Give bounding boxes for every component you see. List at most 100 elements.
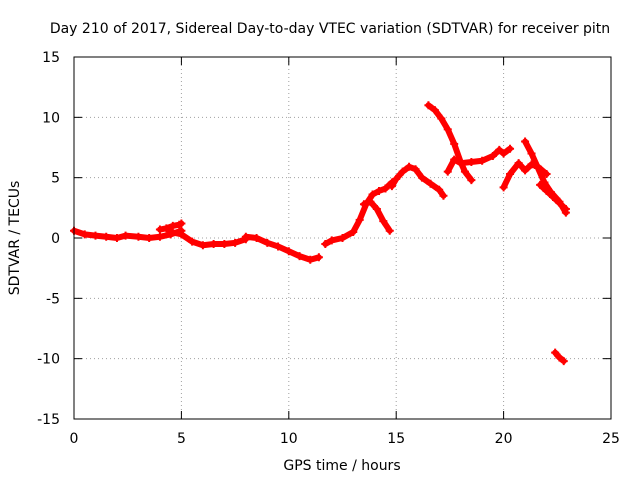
data-point bbox=[555, 199, 564, 208]
data-point bbox=[284, 247, 293, 256]
data-point bbox=[536, 180, 545, 189]
data-point bbox=[559, 357, 568, 366]
data-point bbox=[338, 234, 347, 242]
data-point bbox=[467, 176, 476, 185]
x-tick-label: 0 bbox=[70, 431, 79, 447]
series-seg-l bbox=[536, 180, 570, 214]
data-point bbox=[443, 167, 452, 176]
y-tick-label: -10 bbox=[37, 352, 60, 368]
data-point bbox=[209, 240, 218, 249]
data-point bbox=[495, 145, 504, 154]
data-point bbox=[241, 232, 250, 241]
y-tick-label: 0 bbox=[51, 231, 60, 247]
data-point bbox=[295, 252, 304, 261]
data-point bbox=[426, 179, 435, 188]
y-tick-label: 15 bbox=[42, 50, 60, 66]
data-point bbox=[561, 205, 570, 214]
series-seg-m bbox=[551, 348, 568, 366]
data-point bbox=[506, 170, 515, 179]
data-point bbox=[263, 238, 272, 247]
data-point bbox=[375, 186, 384, 195]
data-point bbox=[220, 240, 229, 249]
data-point bbox=[372, 205, 381, 214]
data-point bbox=[521, 137, 530, 146]
data-point bbox=[91, 231, 100, 240]
data-point bbox=[162, 224, 171, 233]
x-tick-label: 25 bbox=[602, 431, 620, 447]
data-point bbox=[121, 231, 130, 240]
data-point bbox=[450, 139, 459, 148]
data-point bbox=[542, 186, 551, 195]
data-point bbox=[450, 155, 459, 164]
y-tick-label: -5 bbox=[46, 291, 60, 307]
data-point bbox=[80, 230, 89, 239]
data-point bbox=[314, 253, 323, 262]
data-point bbox=[499, 183, 508, 192]
data-point bbox=[274, 242, 283, 251]
data-point bbox=[355, 215, 364, 224]
data-point bbox=[478, 156, 487, 165]
x-axis-label: GPS time / hours bbox=[283, 458, 400, 474]
data-point bbox=[439, 191, 448, 200]
data-point bbox=[306, 255, 315, 264]
data-point bbox=[551, 348, 560, 357]
data-point bbox=[398, 167, 407, 176]
data-point bbox=[368, 190, 377, 199]
data-point bbox=[456, 159, 465, 168]
data-point bbox=[521, 166, 530, 175]
data-point bbox=[405, 162, 414, 171]
data-point bbox=[437, 114, 446, 123]
data-point bbox=[549, 192, 558, 201]
y-tick-label: 10 bbox=[42, 110, 60, 126]
y-axis-label: SDTVAR / TECUs bbox=[7, 181, 23, 296]
series-trace bbox=[322, 179, 395, 248]
data-point bbox=[424, 101, 433, 110]
data-point bbox=[321, 240, 330, 249]
data-point bbox=[102, 232, 111, 241]
data-point bbox=[188, 237, 197, 246]
data-point bbox=[417, 173, 426, 182]
data-point bbox=[430, 106, 439, 115]
x-tick-label: 20 bbox=[495, 431, 513, 447]
data-point bbox=[488, 151, 497, 160]
chart-title: Day 210 of 2017, Sidereal Day-to-day VTE… bbox=[50, 21, 610, 37]
data-point bbox=[349, 227, 358, 236]
data-point bbox=[252, 234, 261, 242]
y-tick-label: -15 bbox=[37, 412, 60, 428]
data-point bbox=[533, 164, 542, 173]
data-point bbox=[327, 236, 336, 245]
data-point bbox=[198, 241, 207, 250]
data-point bbox=[435, 185, 444, 194]
data-point bbox=[392, 174, 401, 183]
data-point bbox=[379, 217, 388, 226]
data-point bbox=[145, 234, 154, 242]
x-tick-label: 10 bbox=[280, 431, 298, 447]
data-point bbox=[155, 232, 164, 241]
data-point bbox=[499, 149, 508, 158]
data-point bbox=[366, 197, 375, 206]
data-point bbox=[166, 227, 175, 236]
data-points bbox=[70, 101, 570, 366]
data-point bbox=[443, 125, 452, 134]
data-point bbox=[506, 144, 515, 153]
data-point bbox=[359, 200, 368, 209]
x-tick-label: 15 bbox=[387, 431, 405, 447]
data-point bbox=[155, 225, 164, 234]
data-point bbox=[385, 226, 394, 235]
y-tick-label: 5 bbox=[51, 171, 60, 187]
series-seg-b bbox=[155, 219, 186, 234]
series-seg-i bbox=[443, 144, 515, 176]
series-trace bbox=[71, 227, 185, 241]
tick-labels: 0 5 10 15 20 25 -15 -10 -5 0 5 10 15 bbox=[37, 50, 620, 447]
data-point bbox=[527, 149, 536, 158]
data-point bbox=[514, 159, 523, 168]
series-seg-h bbox=[424, 101, 476, 185]
data-point bbox=[381, 184, 390, 193]
data-point bbox=[134, 232, 143, 241]
data-point bbox=[177, 230, 186, 239]
data-point bbox=[411, 165, 420, 174]
data-point bbox=[387, 182, 396, 191]
data-point bbox=[112, 234, 121, 242]
data-point bbox=[168, 221, 177, 230]
